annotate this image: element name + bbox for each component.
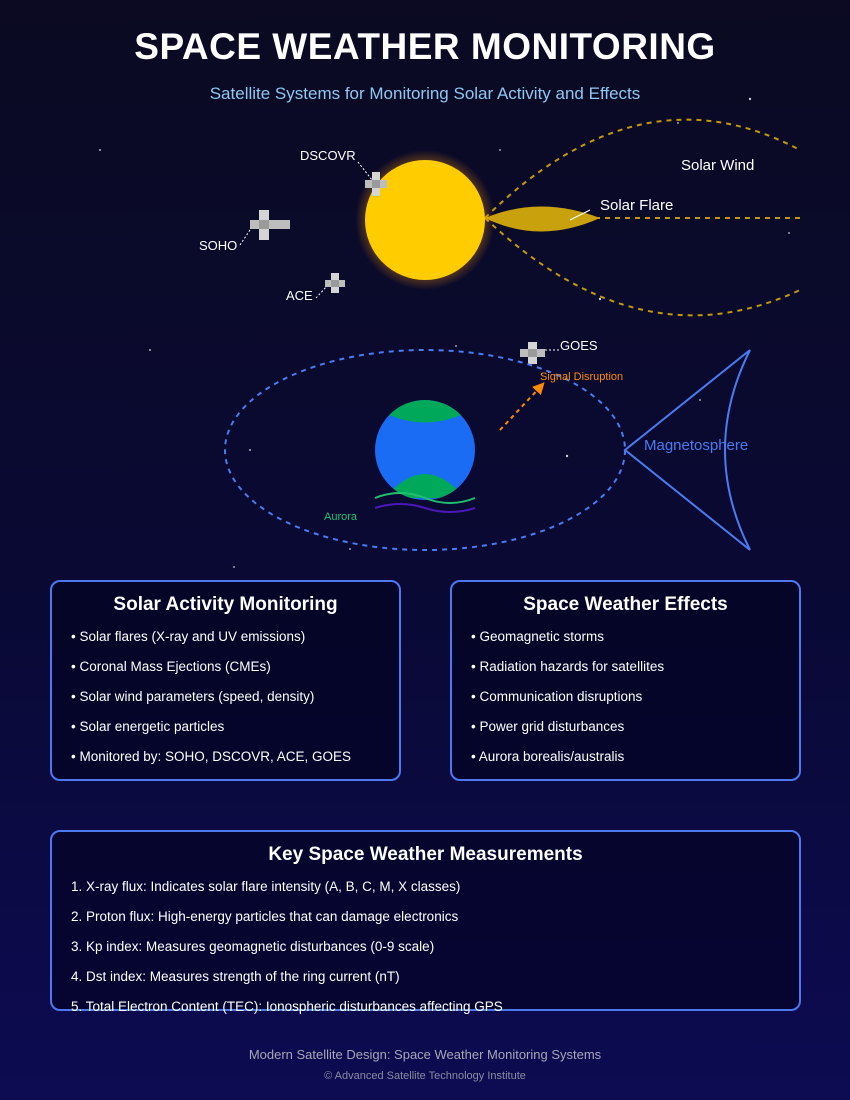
earth-icon <box>375 400 475 500</box>
key-measurements-title: Key Space Weather Measurements <box>268 844 583 865</box>
sun-icon <box>365 160 485 280</box>
dscovr-label: DSCOVR <box>300 148 356 163</box>
list-item: 2. Proton flux: High-energy particles th… <box>71 909 459 924</box>
list-item: • Radiation hazards for satellites <box>471 659 665 674</box>
footer-caption: Modern Satellite Design: Space Weather M… <box>248 1047 602 1062</box>
list-item: • Aurora borealis/australis <box>471 749 625 764</box>
list-item: 3. Kp index: Measures geomagnetic distur… <box>71 939 435 954</box>
ace-satellite-icon <box>325 273 345 293</box>
list-item: 4. Dst index: Measures strength of the r… <box>71 969 400 984</box>
goes-label: GOES <box>560 338 598 353</box>
magnetosphere-label: Magnetosphere <box>644 437 748 454</box>
solar-flare-pointer <box>569 209 591 221</box>
soho-satellite-icon <box>250 210 290 240</box>
aurora-label: Aurora <box>324 511 358 523</box>
dscovr-satellite-icon <box>365 172 387 196</box>
footer-copyright: © Advanced Satellite Technology Institut… <box>324 1070 526 1082</box>
list-item: • Communication disruptions <box>471 689 643 704</box>
soho-pointer <box>239 229 251 246</box>
list-item: • Solar flares (X-ray and UV emissions) <box>71 629 306 644</box>
solar-flare-label: Solar Flare <box>600 197 673 214</box>
page-subtitle: Satellite Systems for Monitoring Solar A… <box>209 84 641 103</box>
solar-activity-list: • Solar flares (X-ray and UV emissions) … <box>71 628 351 778</box>
key-measurements-panel: Key Space Weather Measurements 1. X-ray … <box>50 830 801 1014</box>
aurora-waves <box>374 492 476 513</box>
page-title: SPACE WEATHER MONITORING <box>134 26 716 67</box>
list-item: • Power grid disturbances <box>471 719 625 734</box>
solar-flare-shape <box>485 206 600 232</box>
goes-satellite-icon <box>520 342 545 364</box>
starfield <box>99 97 790 568</box>
key-measurements-list: 1. X-ray flux: Indicates solar flare int… <box>71 878 503 1028</box>
ace-pointer <box>315 285 328 299</box>
list-item: 1. X-ray flux: Indicates solar flare int… <box>71 879 461 894</box>
space-weather-effects-panel: Space Weather Effects • Geomagnetic stor… <box>450 580 801 781</box>
signal-disruption-label: Signal Disruption <box>540 371 623 383</box>
list-item: • Solar wind parameters (speed, density) <box>71 689 315 704</box>
soho-label: SOHO <box>199 238 237 253</box>
space-weather-effects-list: • Geomagnetic storms • Radiation hazards… <box>471 628 664 778</box>
ace-label: ACE <box>286 288 313 303</box>
space-weather-effects-title: Space Weather Effects <box>523 594 728 615</box>
list-item: • Geomagnetic storms <box>471 629 605 644</box>
magnetosphere-tail <box>623 349 751 551</box>
solar-activity-panel: Solar Activity Monitoring • Solar flares… <box>50 580 401 781</box>
solar-activity-title: Solar Activity Monitoring <box>113 594 338 615</box>
solar-wind-label: Solar Wind <box>681 157 754 174</box>
list-item: • Coronal Mass Ejections (CMEs) <box>71 659 271 674</box>
space-weather-diagram: DSCOVR SOHO ACE GOES Solar Wind Solar Fl… <box>99 97 801 568</box>
list-item: • Solar energetic particles <box>71 719 225 734</box>
list-item: 5. Total Electron Content (TEC): Ionosph… <box>71 999 503 1014</box>
signal-disruption-arrow <box>499 382 545 431</box>
list-item: • Monitored by: SOHO, DSCOVR, ACE, GOES <box>71 749 352 764</box>
